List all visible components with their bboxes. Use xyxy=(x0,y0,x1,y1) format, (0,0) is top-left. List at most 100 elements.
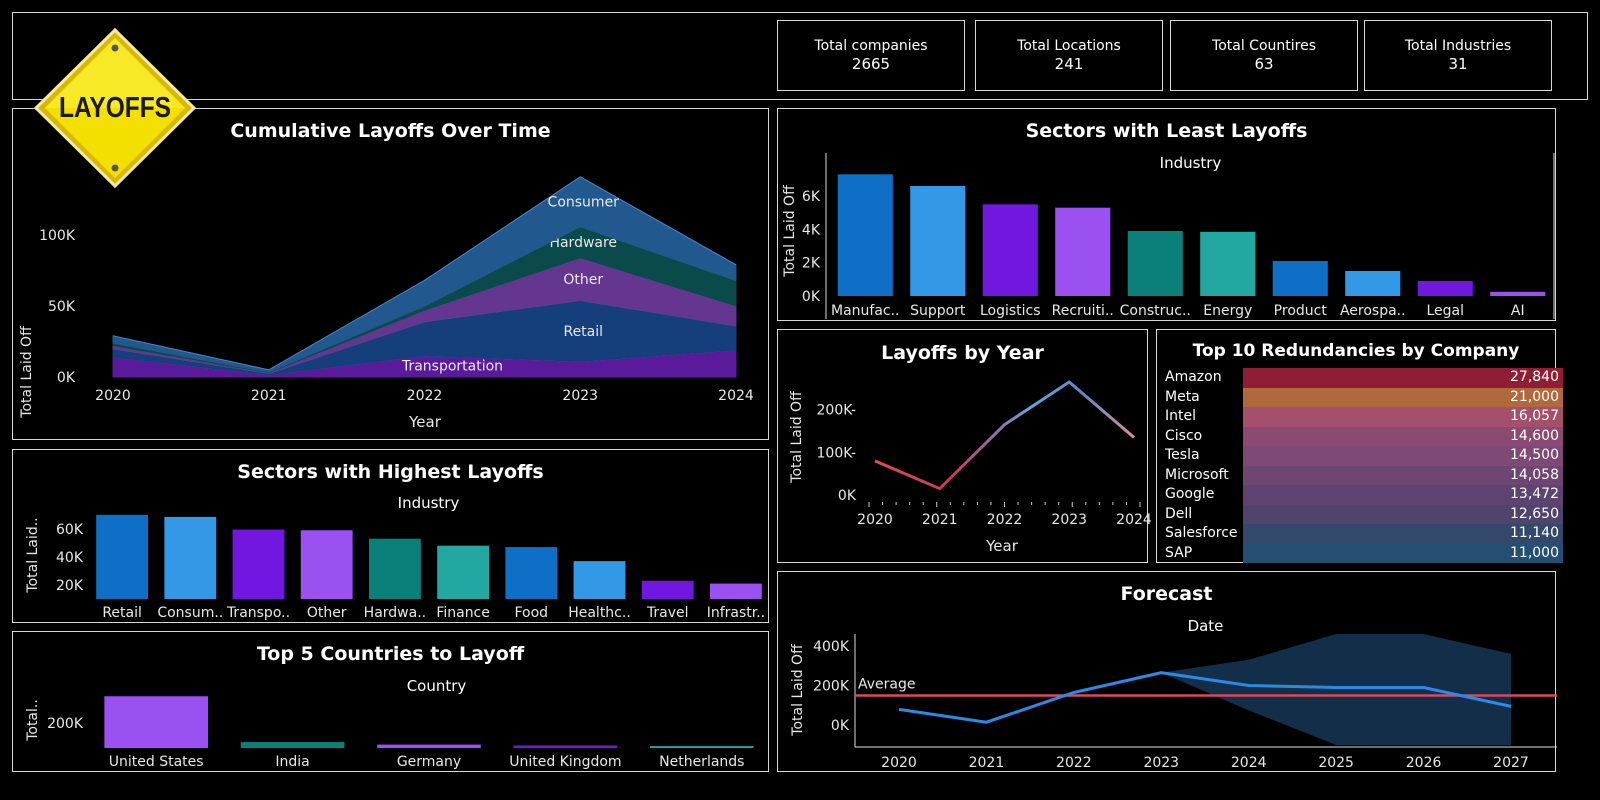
x-tick-label: 2021 xyxy=(969,755,1005,771)
bar-united-states xyxy=(104,696,209,748)
bar-energy xyxy=(1200,231,1256,296)
x-tick-label: 2023 xyxy=(1051,512,1087,528)
y-tick-label: 50K xyxy=(48,299,76,315)
x-tick-label: Support xyxy=(910,303,966,319)
kpi-total-countries: Total Countires 63 xyxy=(1170,20,1358,91)
bar-healthc- xyxy=(573,561,626,599)
least-title: Sectors with Least Layoffs xyxy=(1025,120,1308,142)
kpi-value: 63 xyxy=(1254,55,1274,73)
x-tick-label: AI xyxy=(1511,303,1525,319)
layoffs-logo: LAYOFFS xyxy=(32,26,198,190)
countries-y-axis-label: Total.. xyxy=(25,699,41,742)
by-year-line xyxy=(874,380,1135,491)
highest-x-axis-label: Industry xyxy=(397,494,460,512)
x-tick-label: 2024 xyxy=(1231,755,1267,771)
bar-food xyxy=(505,547,558,599)
x-tick-label: Finance xyxy=(436,605,490,621)
company-row: Intel 16,057 xyxy=(1161,407,1563,427)
cumulative-y-axis-label: Total Laid Off xyxy=(19,326,35,419)
x-tick-label: 2020 xyxy=(857,512,893,528)
y-tick-label: 100K xyxy=(39,228,76,244)
area-edge-consumer xyxy=(112,176,737,371)
y-tick-label: 0K xyxy=(831,718,850,734)
company-value: 14,500 xyxy=(1510,447,1559,463)
x-tick-label: 2027 xyxy=(1493,755,1529,771)
company-name: Amazon xyxy=(1165,369,1222,385)
company-value: 21,000 xyxy=(1510,388,1559,405)
y-tick-label: 400K xyxy=(813,639,850,655)
top-companies-panel: Top 10 Redundancies by Company Amazon 27,… xyxy=(1156,329,1563,563)
company-bar xyxy=(1243,485,1563,505)
x-tick-label: 2022 xyxy=(1056,755,1092,771)
countries-x-axis-label: Country xyxy=(406,677,467,695)
company-bar xyxy=(1243,387,1563,407)
bar-manufac- xyxy=(837,174,893,296)
cumulative-x-axis-label: Year xyxy=(408,413,442,431)
company-bar xyxy=(1243,446,1563,466)
x-tick-label: United Kingdom xyxy=(509,754,621,770)
company-value: 13,472 xyxy=(1510,486,1559,502)
company-row: Tesla 14,500 xyxy=(1161,446,1563,466)
bar-hardwa- xyxy=(368,538,421,599)
y-tick-label: 200K xyxy=(813,679,850,695)
company-value: 14,058 xyxy=(1510,466,1559,483)
forecast-line-chart: Total Laid Off Average 2020 2021 2022 2023 20… xyxy=(790,634,1557,771)
bar-recruiti- xyxy=(1055,207,1111,296)
kpi-total-locations: Total Locations 241 xyxy=(975,20,1163,91)
kpi-label: Total Industries xyxy=(1404,38,1512,54)
x-tick-label: 2023 xyxy=(562,388,598,404)
company-row: Cisco 14,600 xyxy=(1161,426,1563,446)
x-tick-label: 2022 xyxy=(987,512,1023,528)
top-companies-table: Amazon 27,840 Meta 21,000 Intel 16,057 Cisco 14… xyxy=(1161,368,1563,563)
highest-layoffs-panel: Sectors with Highest Layoffs Industry To… xyxy=(12,449,769,623)
average-label: Average xyxy=(858,676,916,692)
by-year-title: Layoffs by Year xyxy=(881,342,1044,364)
x-tick-label: 2020 xyxy=(881,755,917,771)
kpi-total-companies: Total companies 2665 xyxy=(777,20,965,91)
bar-retail xyxy=(96,514,149,599)
y-tick-label: 0K xyxy=(57,370,76,386)
x-tick-label: Food xyxy=(515,605,549,621)
x-tick-label: Construc.. xyxy=(1120,303,1191,319)
bar-support xyxy=(910,186,966,296)
y-tick-label: 0K xyxy=(802,289,821,305)
company-value: 27,840 xyxy=(1510,369,1559,385)
y-tick-label: 20K xyxy=(56,578,84,594)
kpi-value: 2665 xyxy=(851,55,891,73)
bar-logistics xyxy=(982,204,1038,296)
y-tick-label: 40K xyxy=(56,550,84,566)
forecast-line xyxy=(898,671,1512,724)
x-tick-label: Retail xyxy=(102,605,142,621)
bar-ai xyxy=(1490,291,1546,296)
x-tick-label: 2021 xyxy=(922,512,958,528)
area-label: Retail xyxy=(563,324,603,340)
y-tick-label: 200K- xyxy=(817,403,856,419)
x-tick-label: Hardwa.. xyxy=(364,605,426,621)
by-year-line-chart: Total Laid Off Year 2020 2021 2022 2023 2024… xyxy=(789,380,1152,555)
x-tick-label: Germany xyxy=(397,754,461,770)
x-tick-label: India xyxy=(275,754,309,770)
x-tick-label: 2026 xyxy=(1406,755,1442,771)
bar-united-kingdom xyxy=(513,745,618,748)
bar-travel xyxy=(641,580,694,599)
highest-y-axis-label: Total Laid.. xyxy=(25,517,41,593)
kpi-value: 31 xyxy=(1448,55,1468,73)
cumulative-area-chart: Total Laid Off Year Transportation Retail… xyxy=(19,176,754,431)
area-label: Transportation xyxy=(401,358,503,374)
company-name: Microsoft xyxy=(1165,466,1229,483)
x-tick-label: Legal xyxy=(1426,303,1464,319)
x-tick-label: Travel xyxy=(646,605,689,621)
bar-other xyxy=(300,530,353,599)
bar-finance xyxy=(437,545,490,599)
least-y-axis-label: Total Laid Off xyxy=(782,185,798,278)
company-name: Tesla xyxy=(1165,447,1200,463)
x-tick-label: 2021 xyxy=(251,388,287,404)
cumulative-layoffs-panel: Cumulative Layoffs Over Time Total Laid … xyxy=(12,108,769,440)
company-value: 11,140 xyxy=(1510,525,1559,541)
bar-germany xyxy=(377,744,481,748)
countries-title: Top 5 Countries to Layoff xyxy=(256,643,525,665)
top-countries-panel: Top 5 Countries to Layoff Country Total.… xyxy=(12,631,769,772)
least-bar-chart: Total Laid Off Manufac.. Support Logistics… xyxy=(782,153,1555,319)
x-tick-label: Aerospa.. xyxy=(1340,303,1406,319)
y-tick-label: 0K xyxy=(838,488,857,504)
